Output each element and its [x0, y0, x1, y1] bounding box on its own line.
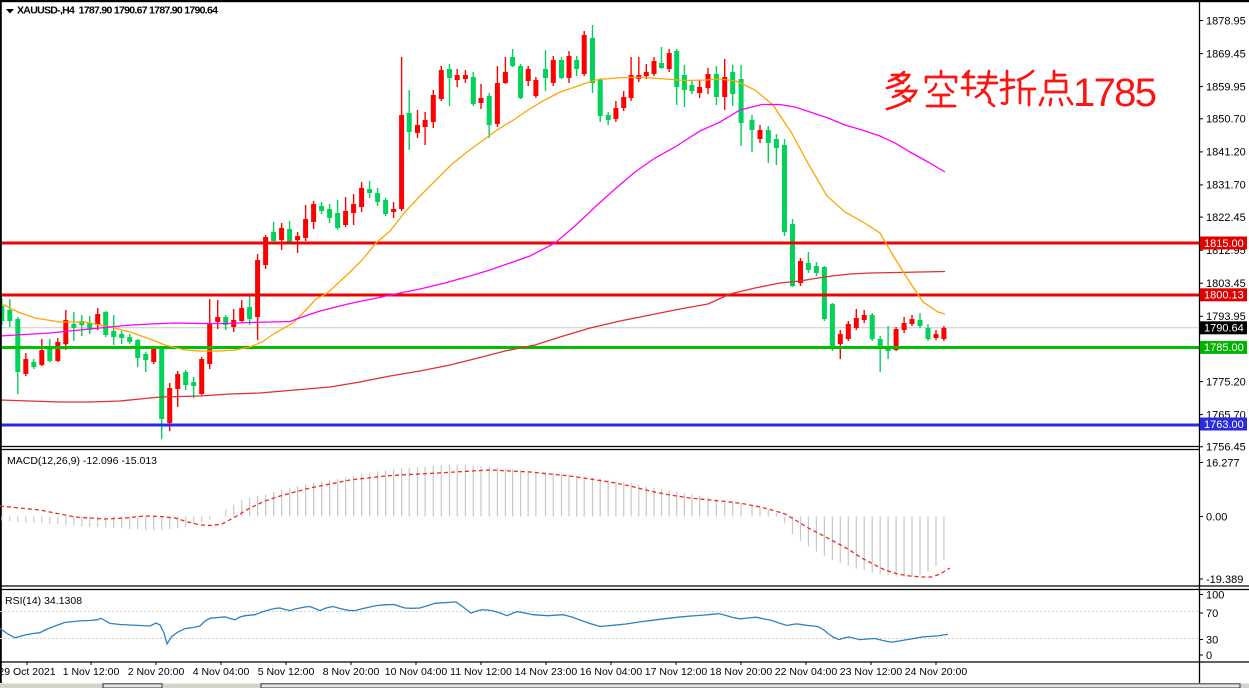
- svg-text:16 Nov 04:00: 16 Nov 04:00: [580, 666, 643, 678]
- svg-text:70: 70: [1206, 608, 1218, 620]
- svg-text:1763.00: 1763.00: [1204, 419, 1244, 431]
- svg-text:2 Nov 20:00: 2 Nov 20:00: [128, 666, 185, 678]
- svg-text:30: 30: [1206, 634, 1218, 646]
- svg-text:1841.20: 1841.20: [1206, 147, 1246, 159]
- svg-text:XAUUSD-,H4 1787.90 1790.67 17: XAUUSD-,H4 1787.90 1790.67 1787.90 1790.…: [17, 5, 218, 17]
- svg-text:1775.20: 1775.20: [1206, 376, 1246, 388]
- svg-text:1831.70: 1831.70: [1206, 180, 1246, 192]
- svg-text:24 Nov 20:00: 24 Nov 20:00: [905, 666, 968, 678]
- svg-text:11 Nov 12:00: 11 Nov 12:00: [450, 666, 512, 678]
- svg-text:100: 100: [1206, 589, 1224, 601]
- svg-text:1869.45: 1869.45: [1206, 48, 1246, 60]
- svg-text:-19.389: -19.389: [1206, 574, 1243, 586]
- svg-text:1 Nov 12:00: 1 Nov 12:00: [63, 666, 120, 678]
- svg-text:0.00: 0.00: [1206, 511, 1227, 523]
- svg-text:23 Nov 12:00: 23 Nov 12:00: [840, 666, 903, 678]
- svg-text:0: 0: [1206, 650, 1212, 662]
- svg-text:1859.95: 1859.95: [1206, 81, 1246, 93]
- svg-text:RSI(14) 34.1308: RSI(14) 34.1308: [5, 595, 82, 607]
- svg-text:MACD(12,26,9) -12.096 -15.013: MACD(12,26,9) -12.096 -15.013: [7, 455, 157, 467]
- svg-text:10 Nov 04:00: 10 Nov 04:00: [385, 666, 448, 678]
- svg-text:29 Oct 2021: 29 Oct 2021: [0, 666, 56, 678]
- svg-text:1785: 1785: [1073, 71, 1157, 115]
- svg-text:1785.00: 1785.00: [1204, 342, 1244, 354]
- svg-text:1800.13: 1800.13: [1204, 290, 1244, 302]
- svg-text:8 Nov 20:00: 8 Nov 20:00: [323, 666, 380, 678]
- svg-text:17 Nov 12:00: 17 Nov 12:00: [645, 666, 708, 678]
- svg-text:1850.70: 1850.70: [1206, 114, 1246, 126]
- svg-text:14 Nov 23:00: 14 Nov 23:00: [515, 666, 578, 678]
- svg-text:22 Nov 04:00: 22 Nov 04:00: [775, 666, 838, 678]
- svg-text:1815.00: 1815.00: [1204, 238, 1244, 250]
- svg-text:1756.45: 1756.45: [1206, 442, 1246, 454]
- svg-text:1790.64: 1790.64: [1204, 323, 1244, 335]
- svg-text:1803.45: 1803.45: [1206, 278, 1246, 290]
- svg-text:4 Nov 04:00: 4 Nov 04:00: [193, 666, 250, 678]
- svg-text:1793.95: 1793.95: [1206, 311, 1246, 323]
- svg-text:1822.45: 1822.45: [1206, 212, 1246, 224]
- svg-text:1878.95: 1878.95: [1206, 15, 1246, 27]
- svg-text:5 Nov 12:00: 5 Nov 12:00: [258, 666, 315, 678]
- svg-text:16.277: 16.277: [1206, 457, 1240, 469]
- svg-text:18 Nov 20:00: 18 Nov 20:00: [710, 666, 773, 678]
